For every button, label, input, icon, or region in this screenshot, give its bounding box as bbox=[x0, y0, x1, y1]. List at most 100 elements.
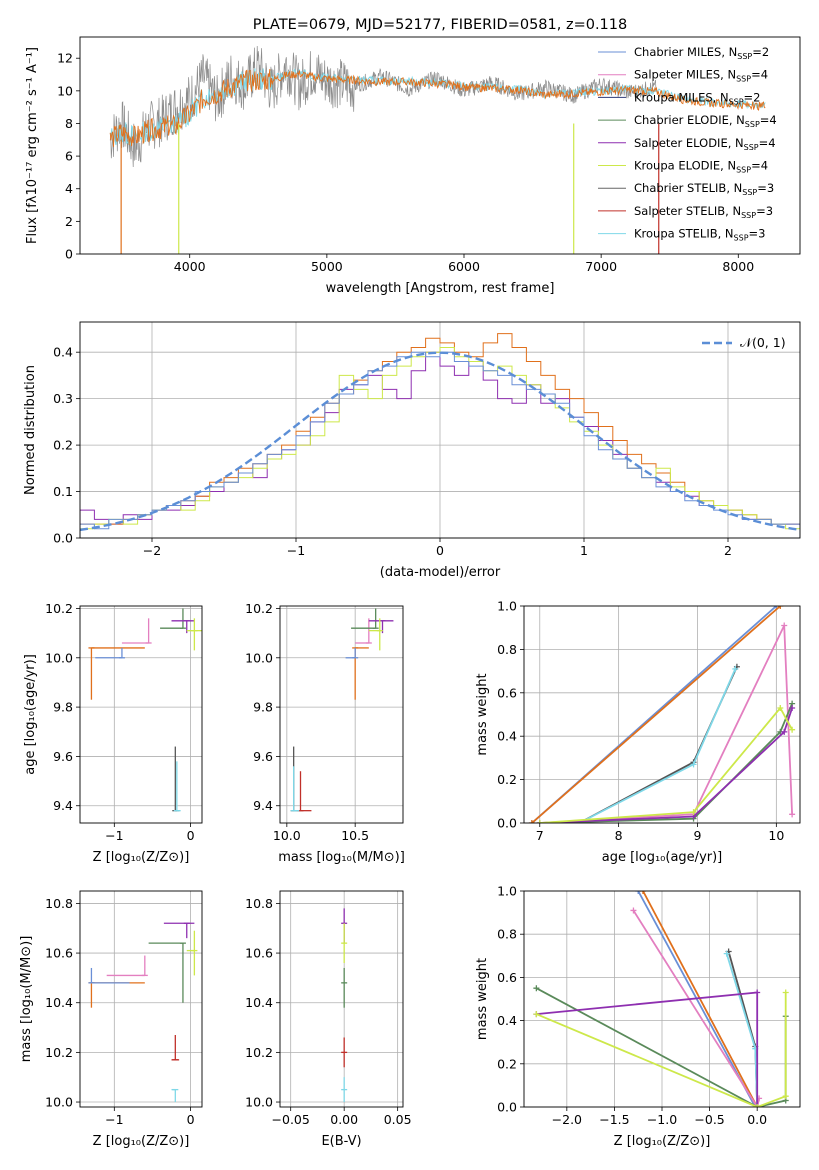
residuals-xtick-label: 1 bbox=[580, 543, 588, 558]
residuals-ytick-label: 0.3 bbox=[53, 391, 73, 406]
mass-vs-ebv-ytick-label: 10.6 bbox=[245, 946, 273, 961]
weight-vs-age-xlabel: age [log₁₀(age/yr)] bbox=[602, 850, 723, 865]
weight-vs-age-series-line bbox=[539, 706, 793, 823]
age-vs-mass-ytick-label: 10.0 bbox=[245, 650, 273, 665]
residuals-xtick-label: −2 bbox=[143, 543, 161, 558]
spectrum-ytick-label: 12 bbox=[57, 51, 73, 66]
weight-vs-z-xtick-label: −1.0 bbox=[647, 1112, 677, 1127]
age-vs-mass-ytick-label: 9.8 bbox=[253, 700, 273, 715]
spectrum-ytick-label: 0 bbox=[65, 247, 73, 262]
mass-vs-ebv-xtick-label: −0.05 bbox=[272, 1112, 310, 1127]
residuals-xlabel: (data-model)/error bbox=[380, 565, 501, 580]
age-vs-mass-ytick-label: 10.2 bbox=[245, 601, 273, 616]
spectrum-frame bbox=[79, 36, 801, 255]
mass-vs-z-xtick-label: −1 bbox=[105, 1112, 123, 1127]
weight-vs-z-xtick-label: 0.0 bbox=[747, 1112, 767, 1127]
mass-vs-z-ytick-label: 10.6 bbox=[45, 946, 73, 961]
weight-vs-z-xlabel: Z [log₁₀(Z/Z⊙)] bbox=[614, 1134, 711, 1149]
mass-vs-ebv-ytick-label: 10.0 bbox=[245, 1095, 273, 1110]
spectrum-ylabel: Flux [fλ10⁻¹⁷ erg cm⁻² s⁻¹ A⁻¹] bbox=[25, 47, 40, 244]
weight-vs-age-chart: 7 8 9 10 0.0 0.2 0.4 0.6 0.8 1.0 age [log₁₀(age/yr… bbox=[475, 599, 801, 865]
spectrum-legend-label: Kroupa MILES, NSSP=2 bbox=[634, 90, 760, 106]
weight-vs-age-xtick-label: 10 bbox=[768, 828, 784, 843]
weight-vs-z-point-marker bbox=[630, 907, 637, 914]
weight-vs-z-point-marker bbox=[635, 891, 642, 894]
weight-vs-age-point-marker bbox=[690, 761, 697, 768]
weight-vs-z-point-marker bbox=[533, 1011, 540, 1018]
age-vs-z-plot-area bbox=[88, 608, 202, 812]
weight-vs-z-point-marker bbox=[533, 985, 540, 992]
residuals-frame bbox=[79, 321, 801, 539]
weight-vs-z-series-line bbox=[536, 992, 787, 1107]
residual-legend-label: 𝒩(0, 1) bbox=[740, 335, 786, 350]
weight-vs-z-series-line bbox=[642, 891, 758, 1107]
weight-vs-age-point-marker bbox=[789, 704, 796, 711]
weight-vs-age-xtick-label: 8 bbox=[615, 828, 623, 843]
weight-vs-age-point-marker bbox=[777, 606, 784, 609]
age-vs-mass-plot-area bbox=[290, 608, 394, 812]
weight-vs-age-plot-area bbox=[528, 606, 796, 823]
weight-vs-z-frame bbox=[523, 890, 801, 1108]
age-vs-mass-xtick-label: 10.5 bbox=[341, 828, 369, 843]
spectrum-title: PLATE=0679, MJD=52177, FIBERID=0581, z=0… bbox=[253, 17, 627, 33]
age-vs-z-frame bbox=[79, 605, 203, 824]
residuals-xtick-label: 2 bbox=[724, 543, 732, 558]
spectrum-ytick-label: 2 bbox=[65, 214, 73, 229]
weight-vs-z-point-marker bbox=[639, 891, 646, 894]
weight-vs-age-point-marker bbox=[781, 622, 788, 629]
weight-vs-age-point-marker bbox=[536, 820, 543, 823]
weight-vs-age-point-marker bbox=[528, 820, 535, 823]
spectrum-xtick-label: 4000 bbox=[174, 259, 206, 274]
weight-vs-age-ytick-label: 1.0 bbox=[497, 599, 517, 614]
spectrum-xtick-label: 8000 bbox=[722, 259, 754, 274]
weight-vs-age-point-marker bbox=[781, 728, 788, 735]
spectrum-legend-label: Chabrier STELIB, NSSP=3 bbox=[634, 181, 774, 197]
weight-vs-z-point-marker bbox=[754, 989, 761, 996]
weight-vs-z-point-marker bbox=[754, 1104, 761, 1107]
weight-vs-z-point-marker bbox=[723, 950, 730, 957]
age-vs-z-ytick-label: 10.2 bbox=[45, 601, 73, 616]
weight-vs-age-series-line bbox=[539, 703, 793, 823]
weight-vs-age-series-line bbox=[531, 606, 781, 823]
residuals-xtick-label: 0 bbox=[436, 543, 444, 558]
mass-vs-z-ytick-label: 10.2 bbox=[45, 1045, 73, 1060]
gaussian-curve bbox=[80, 351, 800, 532]
spectrum-xtick-label: 5000 bbox=[311, 259, 343, 274]
age-vs-z-ytick-label: 9.6 bbox=[53, 749, 73, 764]
age-vs-z-xlabel: Z [log₁₀(Z/Z⊙)] bbox=[93, 850, 190, 865]
mass-vs-z-frame bbox=[79, 890, 203, 1108]
age-vs-z-ytick-label: 9.8 bbox=[53, 700, 73, 715]
age-vs-mass-ytick-label: 9.6 bbox=[253, 749, 273, 764]
residuals-ytick-label: 0.4 bbox=[53, 345, 73, 360]
spectrum-legend-label: Kroupa ELODIE, NSSP=4 bbox=[634, 159, 768, 175]
mass-vs-z-ytick-label: 10.8 bbox=[45, 896, 73, 911]
weight-vs-age-point-marker bbox=[732, 665, 739, 672]
weight-vs-z-ytick-label: 0.4 bbox=[497, 1013, 517, 1028]
weight-vs-age-xtick-label: 9 bbox=[694, 828, 702, 843]
mass-vs-z-ylabel: mass [log₁₀(M/M⊙)] bbox=[19, 936, 34, 1063]
age-vs-z-ylabel: age [log₁₀(age/yr)] bbox=[23, 654, 38, 775]
mass-vs-ebv-chart: −0.05 0.00 0.05 10.0 10.2 10.4 10.6 10.8 E(B-V) bbox=[245, 890, 412, 1149]
weight-vs-age-point-marker bbox=[773, 606, 780, 609]
spectrum-xtick-label: 6000 bbox=[448, 259, 480, 274]
spectrum-plot-area bbox=[109, 45, 766, 254]
age-vs-mass-ytick-label: 9.4 bbox=[253, 798, 273, 813]
weight-vs-z-point-marker bbox=[782, 989, 789, 996]
weight-vs-age-frame bbox=[523, 605, 801, 824]
residuals-ytick-label: 0.2 bbox=[53, 438, 73, 453]
weight-vs-age-ytick-label: 0.4 bbox=[497, 729, 517, 744]
weight-vs-age-ytick-label: 0.8 bbox=[497, 642, 517, 657]
mass-vs-z-xtick-label: 0 bbox=[187, 1112, 195, 1127]
age-vs-mass-xtick-label: 10.0 bbox=[273, 828, 301, 843]
weight-vs-z-ytick-label: 0.8 bbox=[497, 927, 517, 942]
spectrum-xlabel: wavelength [Angstrom, rest frame] bbox=[326, 281, 555, 296]
residuals-ylabel: Normed distribution bbox=[23, 365, 38, 495]
mass-vs-z-ytick-label: 10.4 bbox=[45, 995, 73, 1010]
weight-vs-age-xtick-label: 7 bbox=[536, 828, 544, 843]
spectrum-model-line bbox=[109, 69, 766, 147]
weight-vs-z-point-marker bbox=[782, 1093, 789, 1100]
age-vs-z-ytick-label: 10.0 bbox=[45, 650, 73, 665]
figure-layer: 4000 5000 6000 7000 8000024681012wavelength … bbox=[19, 17, 801, 1149]
spectrum-xtick-label: 7000 bbox=[585, 259, 617, 274]
weight-vs-age-series-line bbox=[539, 707, 793, 823]
